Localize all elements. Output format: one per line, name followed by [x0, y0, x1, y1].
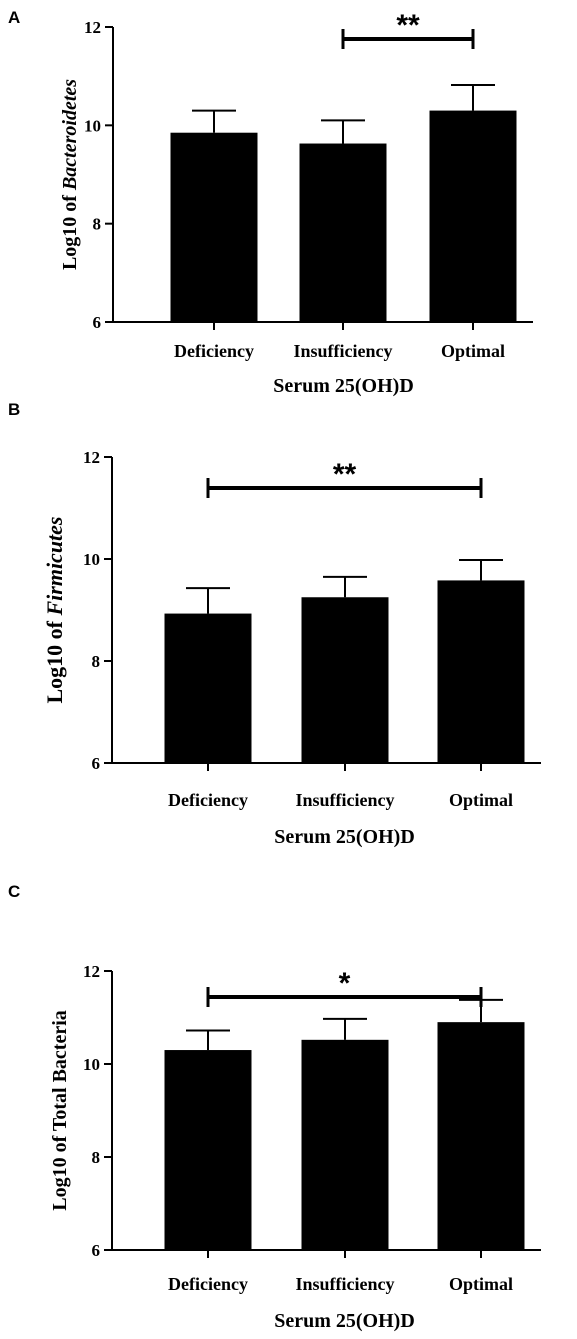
x-axis-label: Serum 25(OH)D	[273, 375, 414, 397]
y-tick-label: 6	[92, 754, 101, 773]
y-axis-label: Log10 of Firmicutes	[42, 516, 67, 703]
y-axis-label: Log10 of Bacteroidetes	[59, 79, 81, 270]
bar-deficiency	[164, 1050, 252, 1250]
bar-insufficiency	[301, 597, 389, 763]
y-tick-label: 6	[93, 313, 102, 332]
significance-label: **	[396, 9, 420, 42]
bar-optimal	[437, 580, 525, 763]
panel-label: A	[8, 8, 21, 27]
x-tick-label: Optimal	[449, 1274, 513, 1294]
panel-b: B 6 8 10 12 Deficiency Insufficiency Optimal Se…	[0, 400, 577, 850]
x-axis-label: Serum 25(OH)D	[274, 826, 415, 848]
bar-deficiency	[170, 132, 258, 322]
bar-optimal	[437, 1022, 525, 1250]
x-tick-label: Deficiency	[168, 1274, 248, 1294]
y-tick-label: 8	[93, 215, 102, 234]
x-tick-label: Deficiency	[168, 790, 248, 810]
y-tick-label: 6	[92, 1241, 101, 1260]
x-tick-label: Insufficiency	[294, 341, 393, 361]
x-tick-label: Optimal	[441, 341, 505, 361]
y-tick-label: 12	[83, 962, 100, 981]
panel-a: A 6 8 10 12 Deficiency Insufficiency Optimal Se…	[0, 8, 577, 408]
bar-optimal	[429, 110, 517, 322]
y-tick-label: 8	[92, 1148, 101, 1167]
bar-chart-bacteroidetes: 6 8 10 12 Deficiency Insufficiency Optimal Seru…	[59, 9, 533, 397]
y-tick-label: 12	[84, 18, 101, 37]
x-tick-label: Optimal	[449, 790, 513, 810]
y-tick-label: 12	[83, 448, 100, 467]
significance-label: **	[333, 458, 357, 491]
y-axis-label: Log10 of Total Bacteria	[49, 1010, 71, 1211]
y-tick-label: 8	[92, 652, 101, 671]
x-tick-label: Insufficiency	[296, 1274, 395, 1294]
bar-insufficiency	[299, 143, 387, 322]
x-tick-label: Deficiency	[174, 341, 254, 361]
panel-label: C	[8, 882, 21, 901]
panel-label: B	[8, 400, 21, 419]
panel-c: C 6 8 10 12 Deficiency Insufficiency Optimal Se…	[0, 882, 577, 1332]
y-tick-label: 10	[84, 116, 101, 135]
y-tick-label: 10	[83, 550, 100, 569]
y-tick-label: 10	[83, 1055, 100, 1074]
x-tick-label: Insufficiency	[296, 790, 395, 810]
bar-insufficiency	[301, 1039, 389, 1250]
bar-chart-firmicutes: 6 8 10 12 Deficiency Insufficiency Optimal Seru…	[42, 448, 541, 848]
bar-deficiency	[164, 613, 252, 763]
x-axis-label: Serum 25(OH)D	[274, 1310, 415, 1332]
bar-chart-total-bacteria: 6 8 10 12 Deficiency Insufficiency Optimal Seru…	[49, 962, 541, 1332]
significance-label: *	[339, 967, 351, 1000]
